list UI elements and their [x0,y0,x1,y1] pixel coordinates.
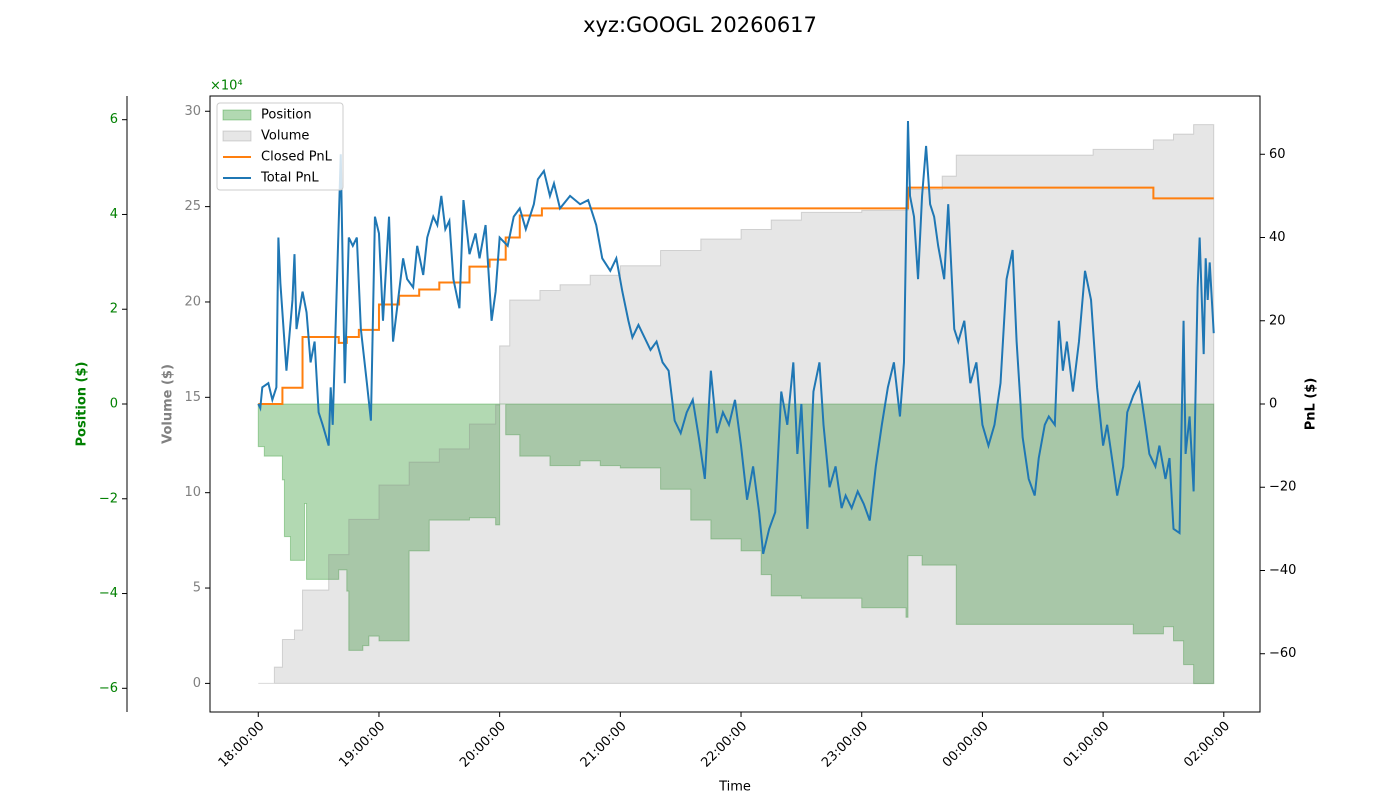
y-tick-label: −60 [1269,646,1296,661]
y-axis-label: Position ($) [75,362,90,447]
y-tick-label: 0 [110,397,118,412]
legend-label: Closed PnL [261,150,333,165]
y-tick-label: 2 [110,302,118,317]
x-tick-label: 21:00:00 [578,719,630,771]
y-tick-label: −6 [99,681,118,696]
y-tick-label: 10 [184,485,201,500]
y-tick-label: 25 [184,199,201,214]
legend-label: Volume [261,129,309,144]
y-tick-label: 0 [1269,397,1277,412]
x-tick-label: 22:00:00 [698,719,750,771]
y-tick-label: 20 [184,294,201,309]
plot-area [257,120,1215,685]
x-tick-label: 02:00:00 [1181,719,1233,771]
y-axis-label: Volume ($) [161,364,176,444]
y-tick-label: 5 [193,581,201,596]
legend-box [216,102,344,191]
y-tick-label: −40 [1269,563,1296,578]
y-tick-label: 4 [110,207,118,222]
legend-swatch [222,130,252,142]
y-tick-label: −4 [99,586,118,601]
x-tick-label: 01:00:00 [1061,719,1113,771]
legend-label: Total PnL [260,171,319,186]
y-axis-label: PnL ($) [1304,378,1319,431]
x-tick-label: 18:00:00 [216,719,268,771]
legend-label: Position [261,108,312,123]
y-tick-label: 20 [1269,313,1286,328]
y-tick-label: 6 [110,112,118,127]
axis-offset-label: ×10⁴ [210,79,243,94]
x-tick-label: 23:00:00 [819,719,871,771]
legend-swatch [222,109,252,121]
y-tick-label: 40 [1269,230,1286,245]
area [257,403,1215,685]
x-tick-label: 00:00:00 [940,719,992,771]
y-tick-label: 0 [193,676,201,691]
x-axis-label: Time [718,780,751,795]
x-tick-label: 19:00:00 [336,719,388,771]
y-tick-label: −20 [1269,480,1296,495]
x-tick-label: 20:00:00 [457,719,509,771]
y-tick-label: −2 [99,491,118,506]
chart-title: xyz:GOOGL 20260617 [583,13,817,37]
y-tick-label: 15 [184,390,201,405]
line [258,186,1214,405]
line [257,120,1215,555]
y-tick-label: 60 [1269,147,1286,162]
y-tick-label: 30 [184,104,201,119]
